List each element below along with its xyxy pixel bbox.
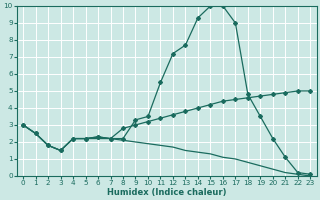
X-axis label: Humidex (Indice chaleur): Humidex (Indice chaleur) [107,188,227,197]
